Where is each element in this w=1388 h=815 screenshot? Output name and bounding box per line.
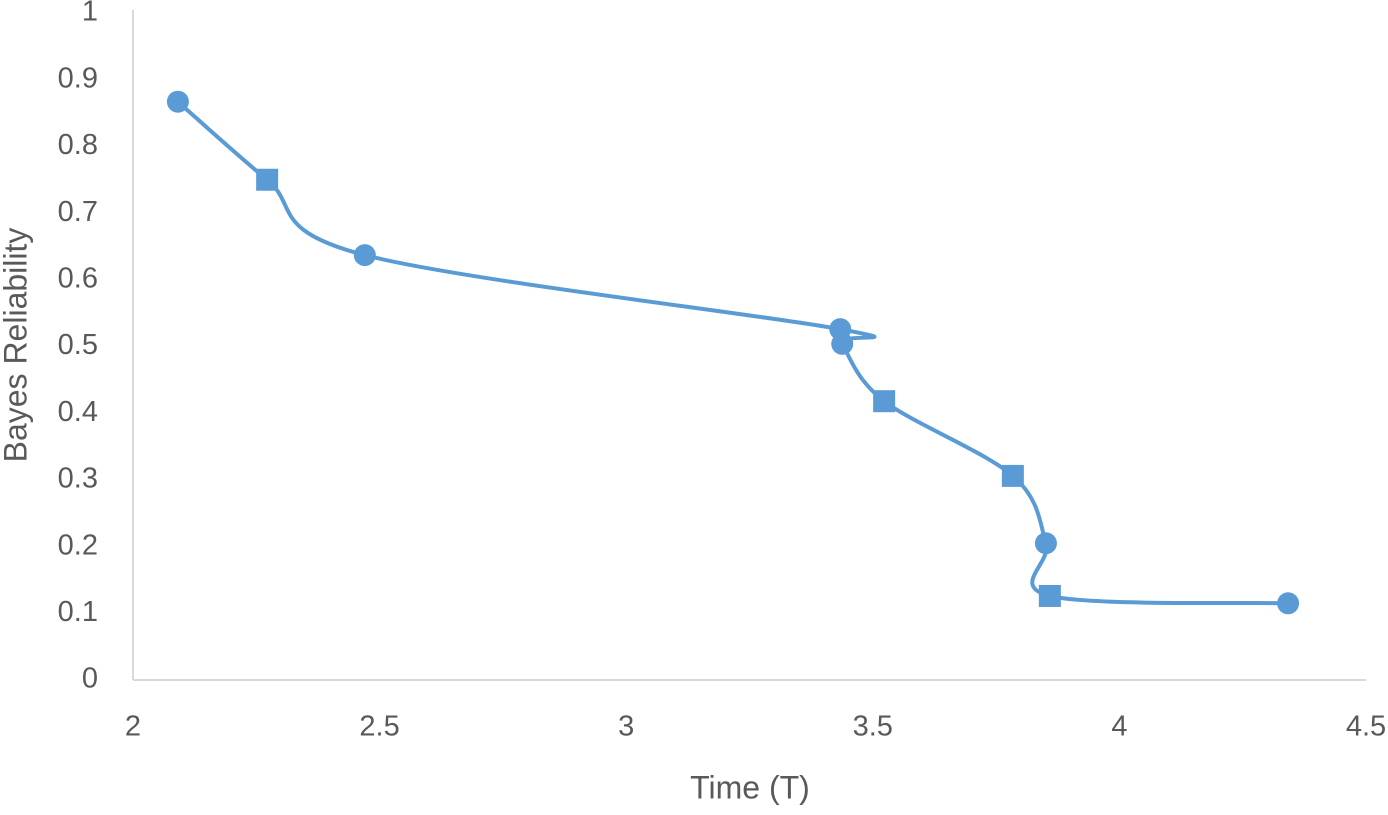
x-tick-label: 3 xyxy=(618,711,634,743)
x-tick-label: 2.5 xyxy=(359,711,399,743)
marker xyxy=(1034,532,1057,555)
y-tick-label: 0.4 xyxy=(58,396,98,428)
x-tick-label: 4.5 xyxy=(1346,711,1386,743)
marker xyxy=(1001,464,1024,487)
y-tick-label: 0.5 xyxy=(58,329,98,361)
x-tick-label: 4 xyxy=(1111,711,1127,743)
y-tick-label: 0.1 xyxy=(58,596,98,628)
marker xyxy=(166,90,189,113)
x-tick-label: 2 xyxy=(125,711,141,743)
y-tick-label: 0.2 xyxy=(58,529,98,561)
line xyxy=(176,100,1289,606)
marker xyxy=(353,244,376,267)
y-axis-title: Bayes Reliability xyxy=(0,228,33,463)
x-axis-title: Time (T) xyxy=(690,769,810,805)
marker xyxy=(256,168,279,191)
y-tick-label: 0.6 xyxy=(58,262,98,294)
y-tick-label: 0.3 xyxy=(58,463,98,495)
y-tick-label: 0.8 xyxy=(58,129,98,161)
marker xyxy=(1277,592,1300,615)
y-tick-label: 0 xyxy=(82,663,98,695)
y-tick-label: 0.9 xyxy=(58,62,98,94)
x-tick-label: 3.5 xyxy=(853,711,893,743)
y-tick-label: 1 xyxy=(82,0,98,28)
marker xyxy=(873,390,896,413)
marker xyxy=(1038,584,1061,607)
y-tick-label: 0.7 xyxy=(58,196,98,228)
marker xyxy=(831,332,854,355)
